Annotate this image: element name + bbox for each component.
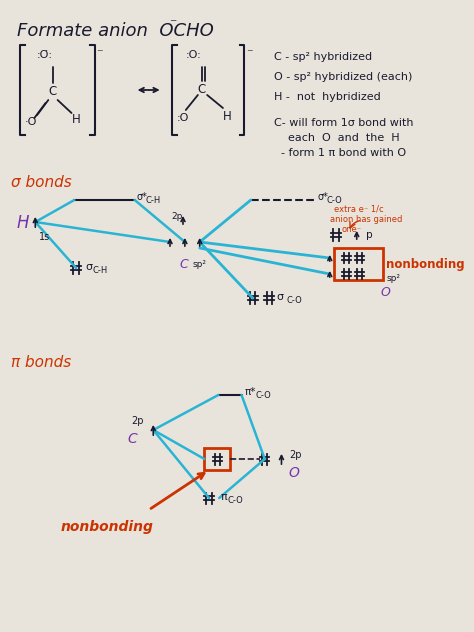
Text: C-O: C-O — [327, 196, 343, 205]
Text: C-O: C-O — [255, 391, 271, 400]
Text: each  O  and  the  H: each O and the H — [288, 133, 400, 143]
Text: C-O: C-O — [286, 296, 302, 305]
Text: H: H — [72, 113, 80, 126]
Text: ⁻: ⁻ — [97, 47, 103, 60]
Text: O - sp² hybridized (each): O - sp² hybridized (each) — [274, 72, 412, 82]
Text: anion has gained: anion has gained — [330, 215, 402, 224]
Text: 2p: 2p — [172, 212, 183, 221]
Text: C: C — [127, 432, 137, 446]
Text: sp²: sp² — [192, 260, 206, 269]
Text: sp²: sp² — [386, 274, 401, 283]
Text: extra e⁻ 1/c: extra e⁻ 1/c — [335, 205, 384, 214]
Text: nonbonding: nonbonding — [386, 258, 465, 271]
Text: O: O — [381, 286, 391, 299]
Text: 1s: 1s — [39, 232, 50, 242]
Text: C - sp² hybridized: C - sp² hybridized — [274, 52, 372, 62]
Text: σ: σ — [85, 262, 92, 272]
Bar — [204, 448, 230, 470]
Text: - form 1 π bond with O: - form 1 π bond with O — [282, 148, 407, 158]
Bar — [335, 248, 383, 280]
Text: π: π — [220, 492, 227, 502]
Text: Formate anion  OCHO: Formate anion OCHO — [17, 22, 213, 40]
Text: C: C — [179, 258, 188, 271]
Text: C: C — [198, 83, 206, 96]
Text: C-O: C-O — [228, 496, 243, 505]
Text: :Ö:: :Ö: — [37, 50, 53, 60]
Text: C-H: C-H — [146, 196, 161, 205]
Text: O: O — [289, 466, 300, 480]
Text: ⁻: ⁻ — [246, 47, 253, 60]
Text: :O:: :O: — [186, 50, 201, 60]
Text: σ*: σ* — [137, 192, 147, 202]
Text: H -  not  hybridized: H - not hybridized — [274, 92, 381, 102]
Text: p: p — [366, 230, 373, 240]
Text: σ*: σ* — [318, 192, 328, 202]
Text: π*: π* — [244, 387, 255, 397]
Text: 2p: 2p — [289, 450, 301, 460]
Text: C: C — [48, 85, 56, 98]
Text: π bonds: π bonds — [11, 355, 72, 370]
Text: ·Ȯ: ·Ȯ — [25, 117, 37, 127]
Text: σ: σ — [277, 292, 284, 302]
Text: C- will form 1σ bond with: C- will form 1σ bond with — [274, 118, 413, 128]
Text: H: H — [17, 214, 29, 232]
Text: H: H — [223, 110, 232, 123]
Text: :Ȯ: :Ȯ — [176, 113, 189, 123]
Text: C-H: C-H — [93, 266, 108, 275]
Text: σ bonds: σ bonds — [11, 175, 72, 190]
Text: 2p: 2p — [131, 416, 144, 426]
Text: one⁻: one⁻ — [342, 225, 362, 234]
Text: nonbonding: nonbonding — [60, 520, 153, 534]
Text: ⁻: ⁻ — [169, 17, 176, 31]
